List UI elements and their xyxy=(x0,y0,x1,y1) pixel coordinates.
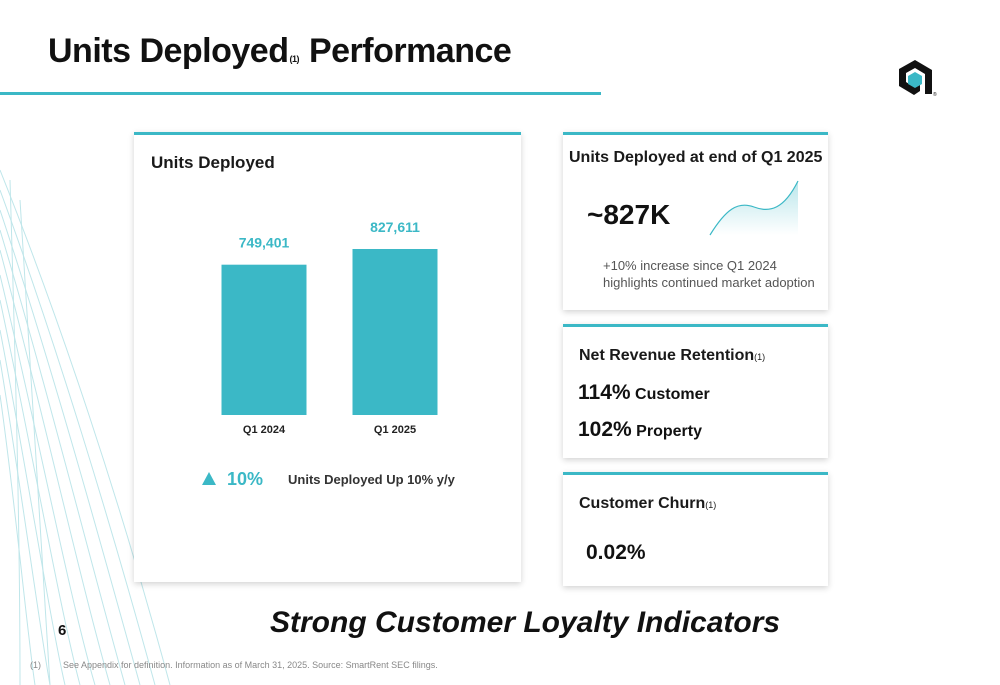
category-tick-label: Q1 2025 xyxy=(374,424,416,436)
customer-churn-card: Customer Churn(1) 0.02% xyxy=(563,472,828,586)
growth-description: Units Deployed Up 10% y/y xyxy=(288,472,455,487)
nrr-customer-row: 114% Customer xyxy=(578,381,710,404)
title-footnote-mark: (1) xyxy=(289,54,299,64)
growth-percent: 10% xyxy=(227,469,264,489)
company-logo-icon: ® xyxy=(899,60,937,98)
units-end-value: ~827K xyxy=(587,199,671,230)
churn-heading: Customer Churn(1) xyxy=(579,495,717,512)
trend-up-area-icon xyxy=(709,180,799,236)
bar-data-label: 749,401 xyxy=(239,235,290,251)
nrr-footnote-mark: (1) xyxy=(754,352,766,362)
nrr-property-row: 102% Property xyxy=(578,418,702,441)
triangle-up-icon xyxy=(202,472,216,485)
bar-data-label: 827,611 xyxy=(370,219,420,235)
page-number: 6 xyxy=(58,622,67,639)
decorative-curves xyxy=(0,169,171,685)
churn-value: 0.02% xyxy=(586,541,646,564)
units-deployed-bar-chart: 749,401 Q1 2024 827,611 Q1 2025 xyxy=(221,219,438,436)
nrr-heading: Net Revenue Retention(1) xyxy=(579,347,766,364)
logo-registered-mark: ® xyxy=(933,91,937,98)
units-end-q1-card: Units Deployed at end of Q1 2025 ~827K +… xyxy=(563,132,828,310)
chart-card-heading: Units Deployed xyxy=(151,153,275,172)
title-underline xyxy=(0,92,601,95)
net-revenue-retention-card: Net Revenue Retention(1) 114% Customer 1… xyxy=(563,324,828,458)
bar-q1-2024 xyxy=(221,264,307,415)
bar-q1-2025 xyxy=(352,249,438,415)
page-title: Units Deployed(1) Performance xyxy=(48,32,512,70)
tagline: Strong Customer Loyalty Indicators xyxy=(270,606,781,639)
churn-footnote-mark: (1) xyxy=(705,500,717,510)
category-tick-label: Q1 2024 xyxy=(243,424,286,436)
units-deployed-chart-card: Units Deployed 749,401 Q1 2024 827,611 Q1 2… xyxy=(134,132,521,582)
units-end-heading: Units Deployed at end of Q1 2025 xyxy=(569,149,823,166)
units-end-note: +10% increase since Q1 2024 highlights c… xyxy=(603,258,815,290)
footnote: (1) See Appendix for definition. Informat… xyxy=(30,660,438,670)
